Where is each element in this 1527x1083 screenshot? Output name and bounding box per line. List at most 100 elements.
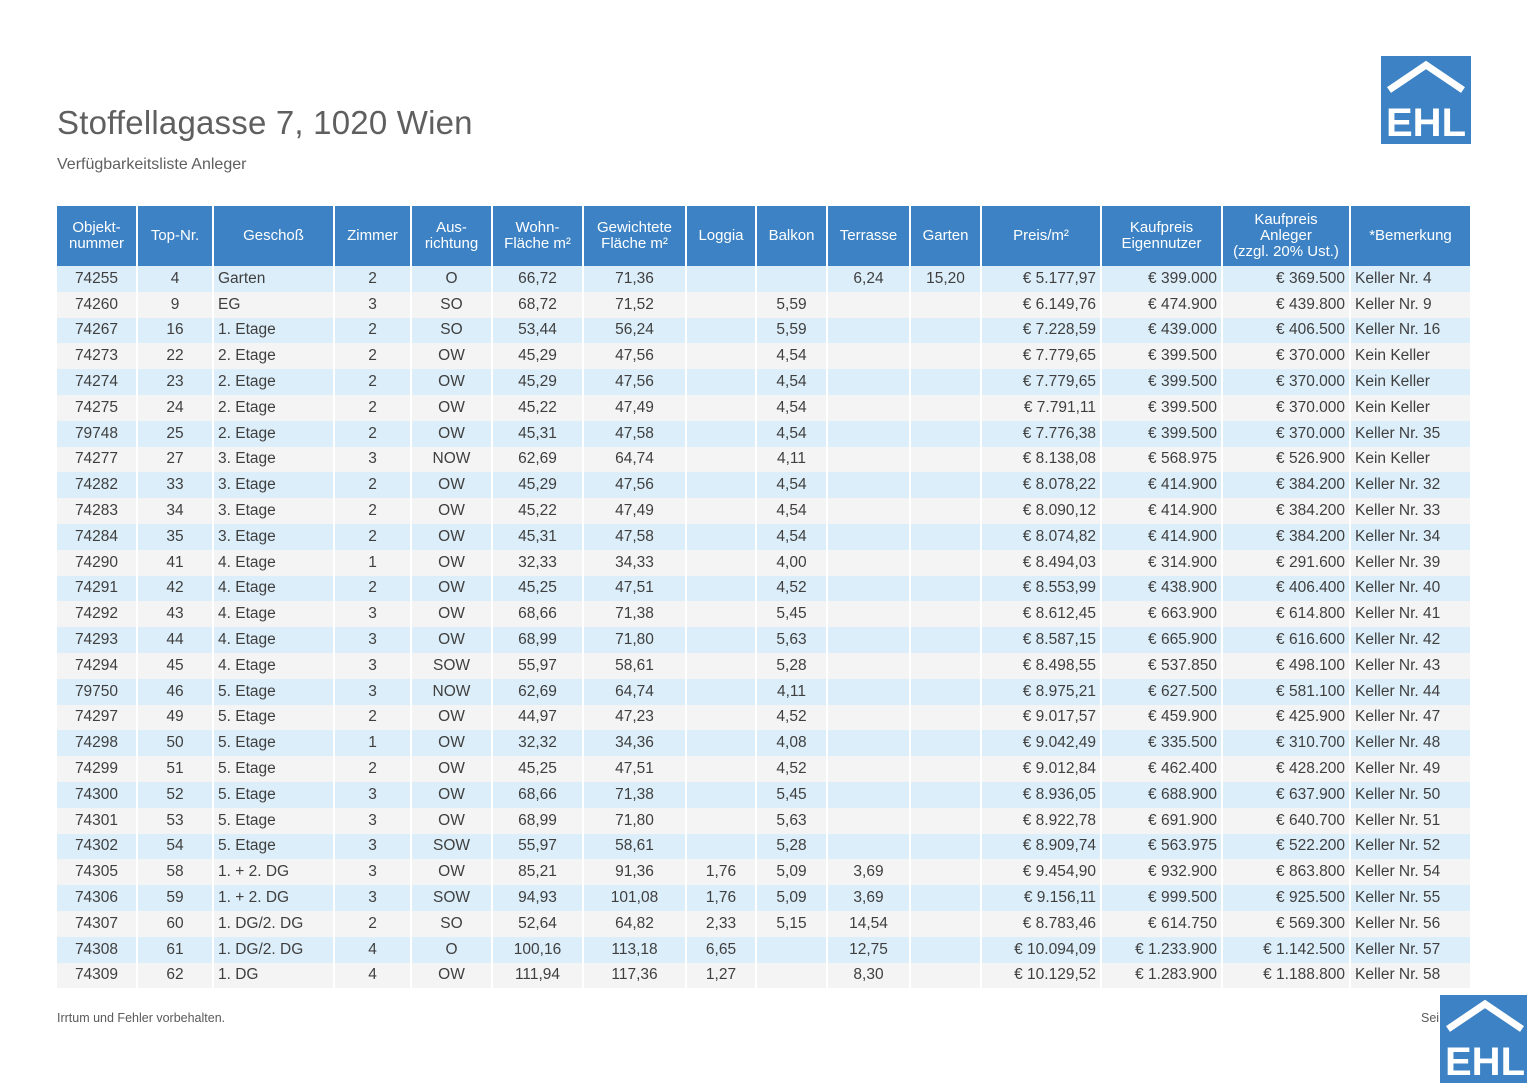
table-cell: 74294	[57, 652, 138, 679]
table-cell	[827, 678, 911, 705]
table-cell: € 614.800	[1222, 601, 1351, 628]
column-header: Balkon	[756, 206, 828, 266]
column-header: Objekt- nummer	[57, 206, 138, 266]
table-cell: € 8.922,78	[981, 807, 1102, 834]
table-cell: € 399.500	[1101, 394, 1223, 421]
table-cell: 3	[334, 601, 412, 628]
table-cell	[827, 472, 911, 499]
table-cell	[910, 678, 982, 705]
table-cell: 5. Etage	[213, 730, 335, 757]
ehl-corner-logo-text: EHL	[1445, 1040, 1525, 1083]
table-cell: 47,49	[583, 394, 687, 421]
table-cell: 23	[137, 369, 214, 395]
table-cell: 45,29	[492, 369, 584, 395]
table-cell: 100,16	[492, 936, 584, 963]
table-cell	[827, 369, 911, 395]
table-cell: 5,28	[756, 652, 828, 679]
table-cell: 2	[334, 266, 412, 292]
table-cell: 5,09	[756, 859, 828, 886]
table-cell: 3	[334, 627, 412, 653]
table-cell: 74277	[57, 446, 138, 473]
table-row: 79750 46 5. Etage 3 NOW 62,69 64,74 4,11 € 8.975…	[57, 678, 1470, 705]
table-cell	[910, 859, 982, 886]
table-cell: 5,59	[756, 317, 828, 344]
table-cell: 45,22	[492, 498, 584, 524]
table-cell: 44,97	[492, 704, 584, 731]
table-cell: € 414.900	[1101, 472, 1223, 499]
table-cell: Keller Nr. 33	[1350, 498, 1470, 524]
table-cell: 2	[334, 472, 412, 499]
table-cell: 74255	[57, 266, 138, 292]
table-cell: 111,94	[492, 962, 584, 989]
table-cell: € 369.500	[1222, 266, 1351, 292]
table-cell: € 614.750	[1101, 910, 1223, 937]
table-cell: € 8.074,82	[981, 523, 1102, 550]
table-cell: € 8.553,99	[981, 575, 1102, 602]
table-cell	[686, 833, 757, 860]
table-cell: OW	[411, 627, 493, 653]
table-cell: 4,52	[756, 575, 828, 602]
table-cell: 45,29	[492, 472, 584, 499]
table-cell: 2. Etage	[213, 369, 335, 395]
table-cell	[827, 446, 911, 473]
table-cell: Kein Keller	[1350, 446, 1470, 473]
table-cell: € 6.149,76	[981, 291, 1102, 318]
table-cell: € 399.500	[1101, 369, 1223, 395]
table-cell: Keller Nr. 44	[1350, 678, 1470, 705]
table-cell: 50	[137, 730, 214, 757]
table-cell: 74284	[57, 523, 138, 550]
table-cell: 60	[137, 910, 214, 937]
table-cell: Keller Nr. 52	[1350, 833, 1470, 860]
table-cell: 62	[137, 962, 214, 989]
table-cell	[827, 498, 911, 524]
table-cell	[686, 369, 757, 395]
table-cell: 1,27	[686, 962, 757, 989]
table-cell: € 439.800	[1222, 291, 1351, 318]
table-cell: 2	[334, 756, 412, 782]
table-cell: € 7.779,65	[981, 369, 1102, 395]
table-cell	[910, 704, 982, 731]
table-cell: 45,31	[492, 523, 584, 550]
table-cell: € 581.100	[1222, 678, 1351, 705]
table-cell: 3. Etage	[213, 446, 335, 473]
table-cell: 74305	[57, 859, 138, 886]
table-cell: Keller Nr. 4	[1350, 266, 1470, 292]
table-cell: 3. Etage	[213, 498, 335, 524]
table-cell: € 370.000	[1222, 369, 1351, 395]
table-cell: € 8.936,05	[981, 781, 1102, 808]
table-cell: Keller Nr. 39	[1350, 549, 1470, 576]
table-cell: 74298	[57, 730, 138, 757]
table-cell: 74297	[57, 704, 138, 731]
table-cell: € 384.200	[1222, 523, 1351, 550]
table-cell	[910, 549, 982, 576]
table-cell: € 637.900	[1222, 781, 1351, 808]
table-cell: 5. Etage	[213, 756, 335, 782]
table-cell: 4. Etage	[213, 575, 335, 602]
table-cell: 91,36	[583, 859, 687, 886]
table-cell: Keller Nr. 43	[1350, 652, 1470, 679]
table-cell	[686, 472, 757, 499]
table-cell: 68,72	[492, 291, 584, 318]
table-cell	[910, 807, 982, 834]
table-cell: 59	[137, 885, 214, 911]
table-cell: 3	[334, 859, 412, 886]
table-cell: € 9.012,84	[981, 756, 1102, 782]
table-cell: € 569.300	[1222, 910, 1351, 937]
table-cell: OW	[411, 962, 493, 989]
table-cell: € 459.900	[1101, 704, 1223, 731]
table-cell: 74301	[57, 807, 138, 834]
table-cell: 3	[334, 885, 412, 911]
table-cell: 34,36	[583, 730, 687, 757]
table-cell	[910, 472, 982, 499]
table-cell: 52,64	[492, 910, 584, 937]
table-cell: € 8.783,46	[981, 910, 1102, 937]
table-cell: OW	[411, 807, 493, 834]
table-cell: 45,31	[492, 420, 584, 447]
table-cell: 62,69	[492, 678, 584, 705]
table-cell: 4,54	[756, 343, 828, 370]
table-cell: € 9.017,57	[981, 704, 1102, 731]
table-row: 74291 42 4. Etage 2 OW 45,25 47,51 4,52 € 8.553,…	[57, 575, 1470, 602]
table-cell: € 384.200	[1222, 472, 1351, 499]
table-cell: 27	[137, 446, 214, 473]
table-row: 74292 43 4. Etage 3 OW 68,66 71,38 5,45 € 8.612,…	[57, 601, 1470, 628]
